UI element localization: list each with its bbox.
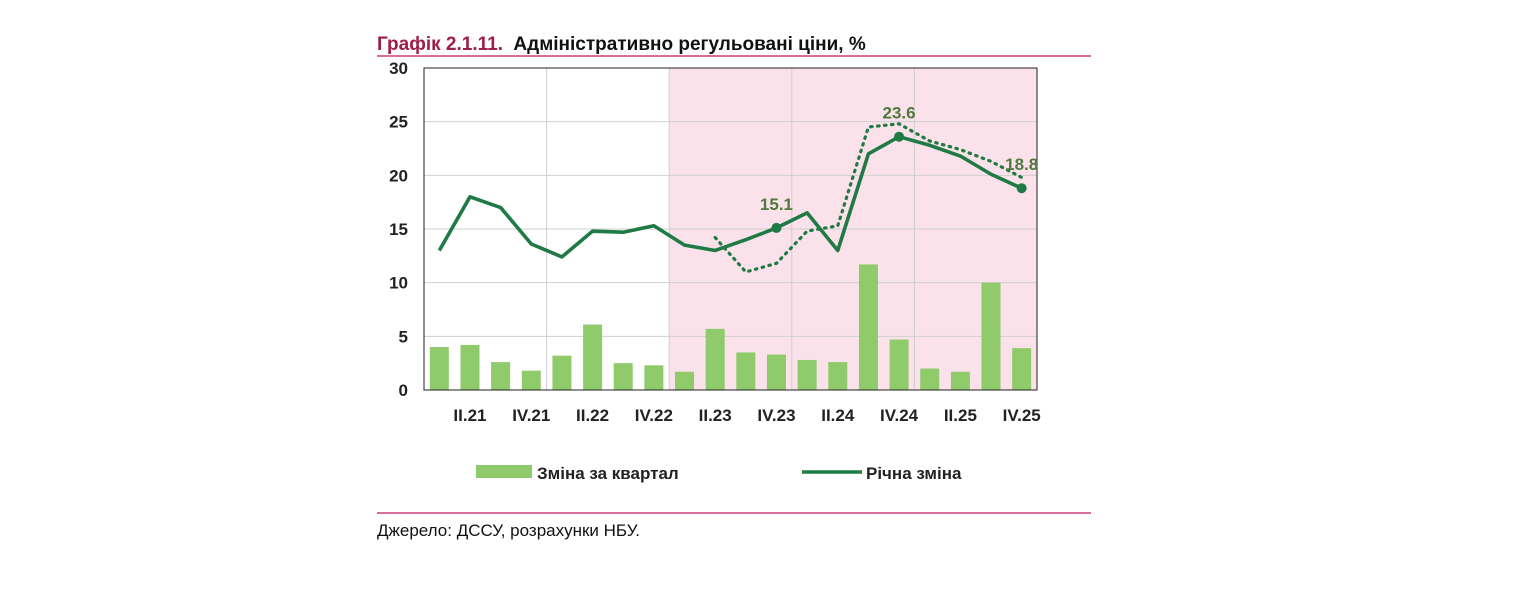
y-tick-label: 10 (389, 274, 408, 293)
x-tick-label: IV.21 (512, 406, 550, 425)
bar (858, 264, 878, 390)
bar (491, 362, 511, 390)
legend-label-quarterly: Зміна за квартал (537, 464, 679, 483)
x-tick-label: IV.22 (635, 406, 673, 425)
x-tick-label: II.25 (944, 406, 977, 425)
x-tick-label: II.24 (821, 406, 855, 425)
highlight-points (771, 131, 1027, 233)
legend: Зміна за квартал Річна зміна (476, 464, 962, 483)
bar (429, 347, 449, 390)
bar (705, 328, 725, 390)
legend-bar-swatch (476, 465, 532, 478)
annotated-point (1016, 183, 1027, 194)
bar (797, 359, 817, 390)
plot-frame (423, 67, 1038, 391)
x-tick-label: IV.24 (880, 406, 919, 425)
bar (644, 365, 664, 390)
bar (675, 371, 695, 390)
x-tick-label: II.21 (453, 406, 486, 425)
chart-title-text: Адміністративно регульовані ціни, % (513, 34, 865, 55)
y-tick-label: 5 (399, 327, 408, 346)
legend-label-annual: Річна зміна (866, 464, 962, 483)
bar (766, 354, 786, 390)
bar (920, 368, 940, 390)
x-tick-label: IV.23 (757, 406, 795, 425)
bar (460, 344, 480, 390)
x-tick-label: II.23 (699, 406, 732, 425)
bar (736, 352, 756, 390)
bar (1012, 348, 1032, 390)
bar (950, 371, 970, 390)
gridlines (424, 68, 1037, 390)
annual-change-dotted-line (713, 122, 1024, 274)
y-tick-label: 20 (389, 166, 408, 185)
bar (828, 362, 848, 390)
source-note: Джерело: ДССУ, розрахунки НБУ. (377, 521, 640, 540)
bar (981, 282, 1001, 390)
annotated-point (771, 222, 782, 233)
data-label: 18.8 (1005, 155, 1038, 174)
bar (889, 339, 909, 390)
bar (521, 370, 541, 390)
chart-title-prefix: Графік 2.1.11. (377, 34, 503, 55)
y-tick-label: 15 (389, 220, 408, 239)
y-axis-ticks: 0 5 10 15 20 25 30 (389, 59, 408, 400)
bar (552, 355, 572, 390)
y-tick-label: 25 (389, 113, 408, 132)
bar-series-quarterly (429, 264, 1032, 390)
x-axis-ticks: II.21 IV.21 II.22 IV.22 II.23 IV.23 II.24 IV.24… (453, 406, 1040, 425)
bar (613, 363, 633, 390)
data-annotations: 15.1 23.6 18.8 (760, 104, 1038, 214)
y-tick-label: 0 (399, 381, 408, 400)
bar (583, 324, 603, 390)
data-label: 23.6 (883, 104, 916, 123)
data-label: 15.1 (760, 195, 793, 214)
annual-change-line (437, 134, 1023, 259)
y-tick-label: 30 (389, 59, 408, 78)
x-tick-label: IV.25 (1003, 406, 1041, 425)
annotated-point (894, 131, 905, 142)
chart-title: Графік 2.1.11. Адміністративно регульова… (377, 34, 866, 55)
x-tick-label: II.22 (576, 406, 609, 425)
